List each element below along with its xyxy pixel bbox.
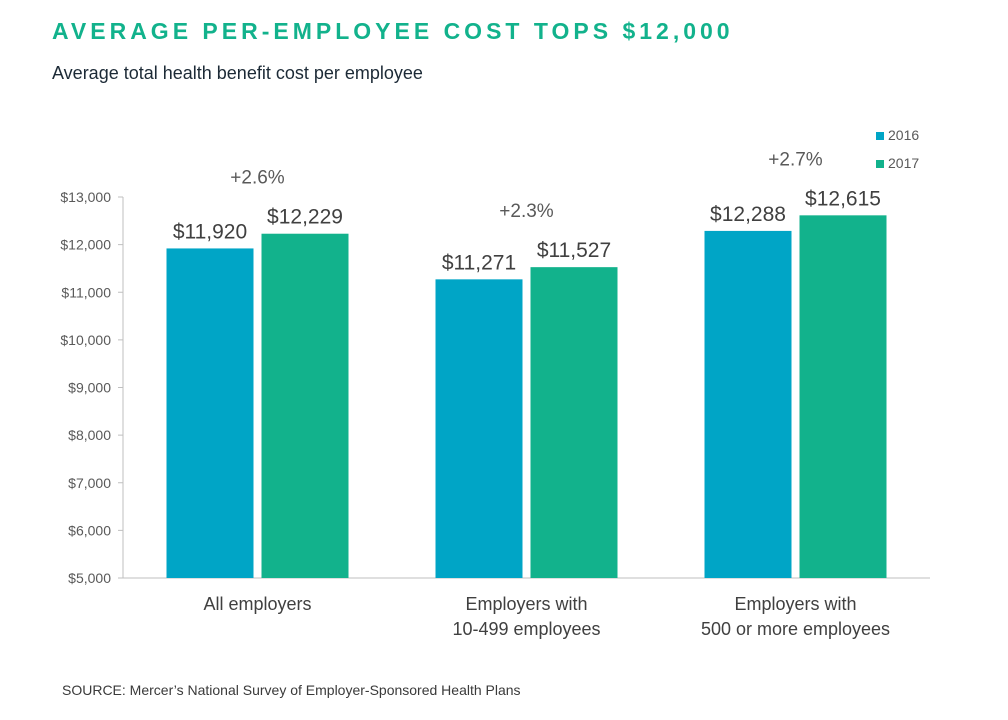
y-tick-label: $9,000 xyxy=(68,380,111,396)
y-tick-label: $11,000 xyxy=(61,284,111,300)
bar-value-label: $11,920 xyxy=(173,220,247,243)
bar-2016 xyxy=(435,279,523,578)
category-label: All employers xyxy=(203,594,311,614)
legend-swatch-2016 xyxy=(876,132,884,140)
y-tick-label: $13,000 xyxy=(60,189,111,205)
y-tick-label: $8,000 xyxy=(68,427,111,443)
bar-2017 xyxy=(530,267,618,578)
pct-change-label: +2.3% xyxy=(499,201,554,222)
category-label: 10-499 employees xyxy=(452,619,600,639)
y-tick-label: $6,000 xyxy=(68,522,111,538)
category-label: Employers with xyxy=(465,594,587,614)
y-tick-label: $10,000 xyxy=(60,332,111,348)
bar-value-label: $12,229 xyxy=(267,206,343,229)
bar-value-label: $12,288 xyxy=(710,203,786,226)
y-tick-label: $5,000 xyxy=(68,570,111,586)
chart-title: AVERAGE PER-EMPLOYEE COST TOPS $12,000 xyxy=(52,18,734,44)
y-tick-label: $7,000 xyxy=(68,475,111,491)
legend-label: 2016 xyxy=(888,127,919,143)
bar-2017 xyxy=(799,215,887,578)
category-label: Employers with xyxy=(734,594,856,614)
bar-value-label: $12,615 xyxy=(805,187,881,210)
bar-value-label: $11,527 xyxy=(537,239,611,262)
source-note: SOURCE: Mercer’s National Survey of Empl… xyxy=(62,682,521,698)
pct-change-label: +2.6% xyxy=(230,168,285,189)
bar-2016 xyxy=(704,230,792,578)
chart-subtitle: Average total health benefit cost per em… xyxy=(52,63,423,83)
bar-value-label: $11,271 xyxy=(442,251,516,274)
pct-change-label: +2.7% xyxy=(768,149,823,170)
bar-2017 xyxy=(261,233,349,578)
legend-label: 2017 xyxy=(888,155,919,171)
bar-2016 xyxy=(166,248,254,578)
category-label: 500 or more employees xyxy=(701,619,890,639)
legend-swatch-2017 xyxy=(876,160,884,168)
y-tick-label: $12,000 xyxy=(60,237,111,253)
